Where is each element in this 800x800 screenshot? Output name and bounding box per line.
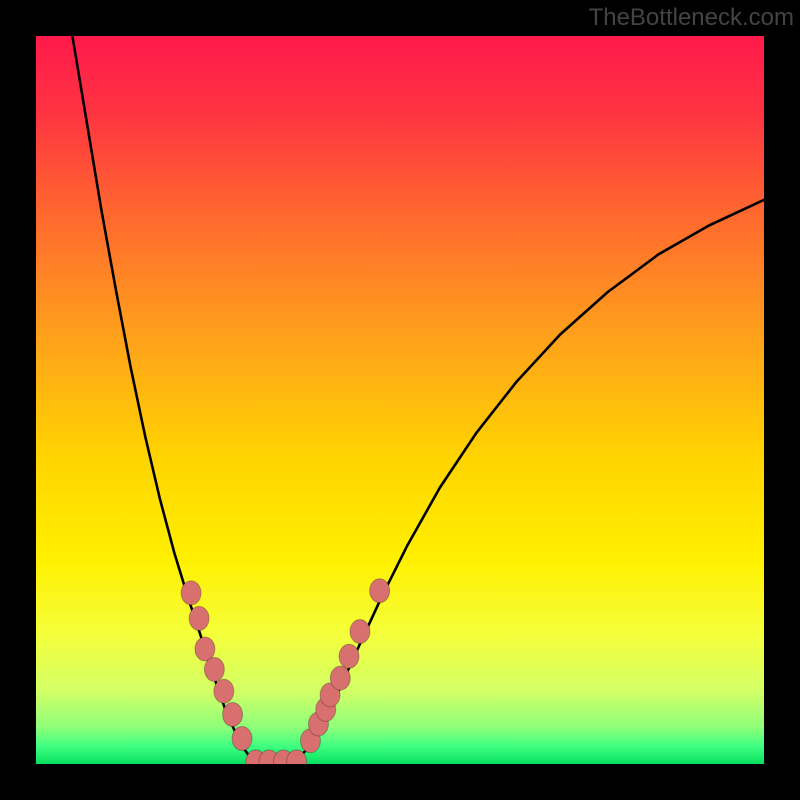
curve-overlay (36, 36, 764, 764)
data-marker (350, 620, 370, 644)
plot-area (36, 36, 764, 764)
watermark-text: TheBottleneck.com (589, 4, 794, 32)
data-marker (232, 727, 252, 751)
data-marker (189, 606, 209, 630)
data-marker (204, 657, 224, 681)
data-marker (214, 679, 234, 703)
curve-left-branch (72, 36, 276, 764)
data-marker (370, 579, 390, 603)
data-marker (181, 581, 201, 605)
data-marker (223, 703, 243, 727)
data-marker (330, 666, 350, 690)
data-marker (339, 644, 359, 668)
chart-stage: TheBottleneck.com (0, 0, 800, 800)
